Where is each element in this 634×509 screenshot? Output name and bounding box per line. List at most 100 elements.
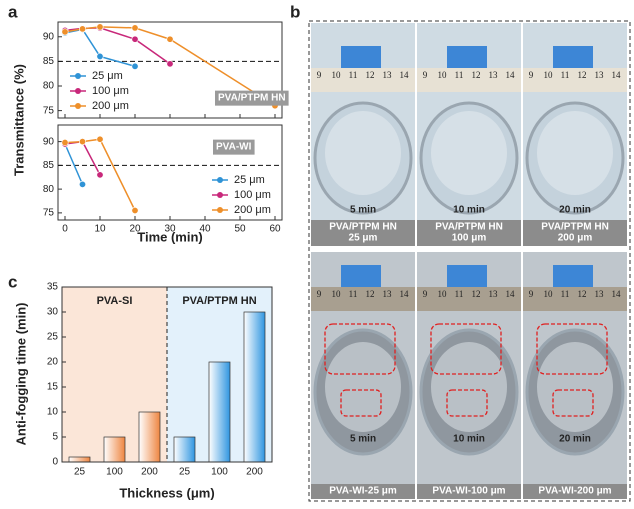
series-line xyxy=(64,138,136,211)
y-tick-label: 25 xyxy=(47,332,59,343)
point xyxy=(79,25,87,33)
ruler-label: 14 xyxy=(506,289,516,299)
dish-inner xyxy=(325,342,401,432)
x-tick-label: 25 xyxy=(179,467,191,478)
caption: 100 μm xyxy=(452,233,487,244)
caption-band xyxy=(417,220,521,246)
ruler-label: 11 xyxy=(455,289,464,299)
panel-label: c xyxy=(8,272,17,291)
series-line xyxy=(64,143,84,185)
highlight xyxy=(340,389,382,417)
clip xyxy=(447,46,487,68)
caption: 25 μm xyxy=(349,233,378,244)
bar xyxy=(243,311,266,463)
point xyxy=(96,52,104,60)
ruler-label: 13 xyxy=(595,70,605,80)
y-tick-label: 5 xyxy=(52,432,58,443)
legend-marker xyxy=(75,103,81,109)
y-tick-label: 15 xyxy=(47,382,59,393)
ruler-label: 11 xyxy=(455,70,464,80)
x-tick-label: 40 xyxy=(199,224,211,235)
clip xyxy=(553,265,593,287)
ruler-label: 9 xyxy=(423,70,428,80)
y-tick-label: 90 xyxy=(43,31,55,42)
point xyxy=(96,171,104,179)
legend-marker xyxy=(75,73,81,79)
x-tick-label: 20 xyxy=(129,224,141,235)
time-label: 5 min xyxy=(350,434,376,445)
x-tick-label: 100 xyxy=(211,467,228,478)
ruler xyxy=(417,287,521,311)
highlight xyxy=(552,389,594,417)
legend-marker xyxy=(217,192,223,198)
y-tick-label: 80 xyxy=(43,184,55,195)
ruler-label: 12 xyxy=(578,70,587,80)
ruler-label: 10 xyxy=(332,289,342,299)
annotation: PVA/PTPM HN xyxy=(218,93,286,104)
time-label: 10 min xyxy=(453,205,485,216)
ruler-label: 13 xyxy=(489,70,499,80)
ruler-label: 10 xyxy=(438,70,448,80)
dish-inner xyxy=(431,342,507,432)
ruler-label: 13 xyxy=(595,289,605,299)
legend-label: 25 μm xyxy=(234,174,265,186)
x-tick-label: 200 xyxy=(246,467,263,478)
y-tick-label: 10 xyxy=(47,407,59,418)
x-axis-label: Thickness (μm) xyxy=(119,485,214,500)
bar xyxy=(138,411,161,463)
y-tick-label: 90 xyxy=(43,136,55,147)
legend-label: 200 μm xyxy=(234,204,271,216)
ruler xyxy=(523,68,627,92)
highlight xyxy=(446,389,488,417)
dish-inner xyxy=(431,111,507,195)
ruler xyxy=(523,287,627,311)
time-label: 20 min xyxy=(559,434,591,445)
y-tick-label: 85 xyxy=(43,56,55,67)
point xyxy=(61,139,69,147)
annotation: PVA-WI xyxy=(216,142,252,153)
x-tick-label: 10 xyxy=(94,224,106,235)
caption: PVA/PTPM HN xyxy=(329,222,397,233)
ruler-label: 10 xyxy=(438,289,448,299)
legend-label: 25 μm xyxy=(92,70,123,82)
ruler xyxy=(311,68,415,92)
ruler-label: 9 xyxy=(423,289,428,299)
series-line xyxy=(64,27,171,65)
legend-label: 100 μm xyxy=(92,85,129,97)
ruler-label: 10 xyxy=(332,70,342,80)
clip xyxy=(553,46,593,68)
x-axis-label: Time (min) xyxy=(137,229,203,244)
caption: PVA-WI-25 μm xyxy=(329,486,397,497)
caption-band xyxy=(523,484,627,499)
ruler-label: 12 xyxy=(578,289,587,299)
group-label: PVA-SI xyxy=(97,295,133,307)
legend-label: 100 μm xyxy=(234,189,271,201)
panel-label: b xyxy=(290,2,300,21)
caption: PVA-WI-200 μm xyxy=(538,486,611,497)
ruler-label: 12 xyxy=(472,70,481,80)
x-tick-label: 0 xyxy=(62,224,68,235)
ruler-label: 13 xyxy=(383,70,393,80)
x-tick-label: 200 xyxy=(141,467,158,478)
clip xyxy=(341,46,381,68)
ruler xyxy=(311,287,415,311)
highlight xyxy=(430,323,502,375)
point xyxy=(96,23,104,31)
y-axis-label: Anti-fogging time (min) xyxy=(13,303,28,446)
ruler-label: 14 xyxy=(506,70,516,80)
point xyxy=(131,24,139,32)
y-tick-label: 85 xyxy=(43,160,55,171)
dish-inner xyxy=(537,342,613,432)
point xyxy=(79,180,87,188)
legend-label: 200 μm xyxy=(92,100,129,112)
highlight xyxy=(324,323,396,375)
y-axis-label: Transmittance (%) xyxy=(11,64,26,176)
ruler-label: 12 xyxy=(472,289,481,299)
y-tick-label: 80 xyxy=(43,81,55,92)
series-line xyxy=(64,28,136,68)
y-tick-label: 20 xyxy=(47,357,59,368)
bar xyxy=(103,436,126,463)
annotation-box xyxy=(215,90,289,106)
ruler-label: 14 xyxy=(400,70,410,80)
